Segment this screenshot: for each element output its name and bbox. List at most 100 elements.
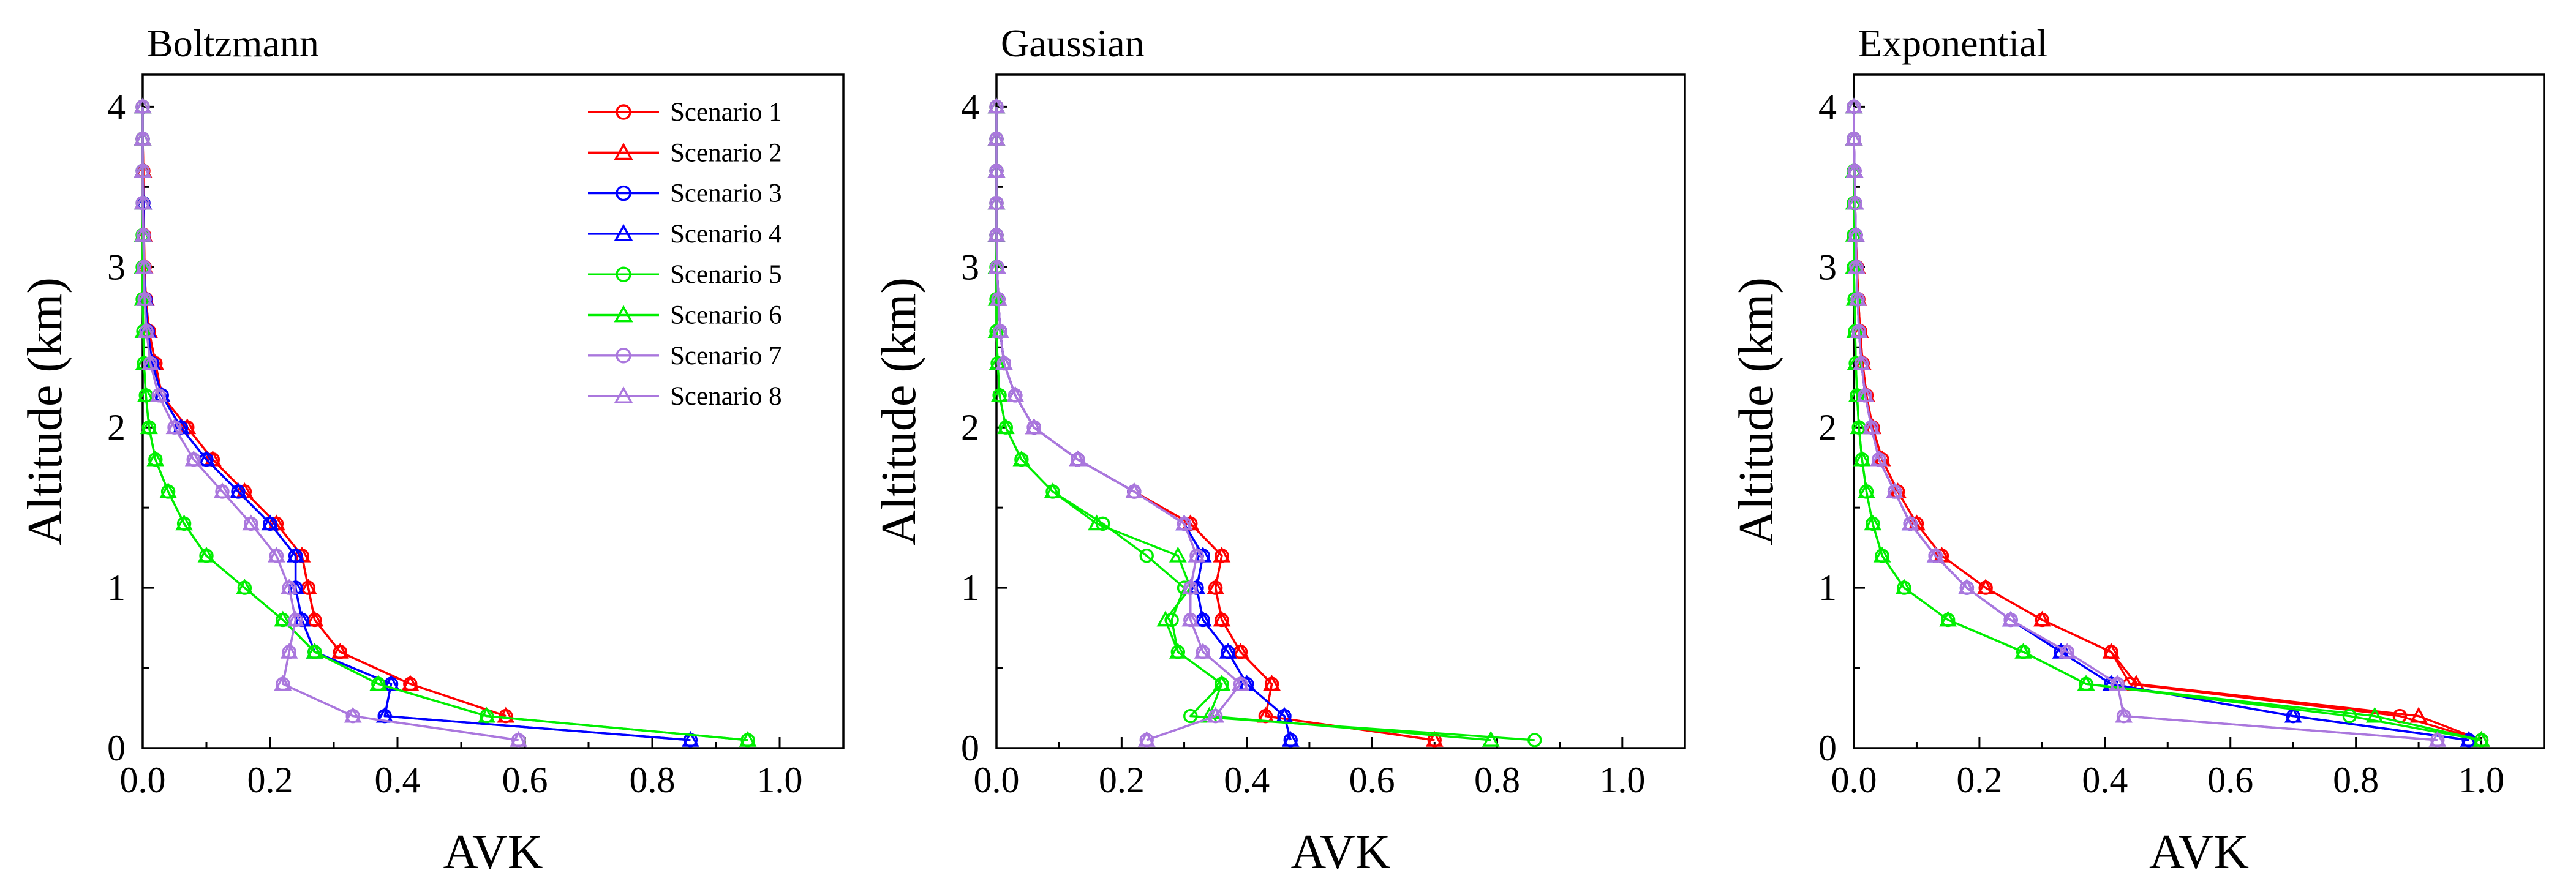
data-point xyxy=(1207,706,1225,723)
data-point xyxy=(2077,675,2095,691)
data-point xyxy=(987,193,1006,210)
data-point xyxy=(987,97,1006,114)
data-point xyxy=(1213,610,1231,627)
chart-panel-1: 0.0 0.2 0.4 0.6 0.8 1.0 0 1 2 3 4 Boltzmann AVK Altit… xyxy=(18,21,845,879)
x-tick-label: 0.6 xyxy=(2207,760,2253,800)
data-point xyxy=(1181,579,1200,594)
plot-frame xyxy=(995,73,1686,749)
y-tick-label: 3 xyxy=(1818,247,1837,287)
data-point xyxy=(2115,706,2133,723)
x-tick-label: 1.0 xyxy=(2458,760,2504,800)
y-tick-label: 0 xyxy=(107,728,126,768)
x-axis-label: AVK xyxy=(2149,825,2249,879)
data-point xyxy=(175,514,193,531)
x-tick-label: 1.0 xyxy=(757,760,803,800)
series-8 xyxy=(134,97,527,747)
y-tick-label: 2 xyxy=(961,407,979,448)
y-tick-label: 4 xyxy=(1818,86,1837,127)
series-8 xyxy=(1845,97,2447,747)
x-tick-label: 0.8 xyxy=(630,760,676,800)
data-point xyxy=(331,642,349,659)
x-tick-label: 0.0 xyxy=(120,760,166,800)
data-point xyxy=(213,482,232,498)
data-point xyxy=(369,675,388,691)
data-point xyxy=(134,225,153,242)
data-point xyxy=(1425,730,1444,747)
data-point xyxy=(497,706,515,723)
data-point xyxy=(1873,546,1891,563)
x-tick-label: 0.6 xyxy=(1349,760,1395,800)
data-point xyxy=(1137,730,1156,747)
data-point xyxy=(2284,706,2302,723)
data-point xyxy=(1895,579,1913,594)
y-tick-label: 3 xyxy=(107,247,126,287)
data-point xyxy=(1482,730,1500,747)
y-tick-label: 0 xyxy=(961,728,979,768)
data-point xyxy=(1901,514,1919,531)
x-tick-label: 0.4 xyxy=(1224,760,1270,800)
data-point xyxy=(1862,418,1881,435)
x-tick-label: 0.8 xyxy=(2333,760,2379,800)
data-point xyxy=(739,730,757,747)
chart-title: Exponential xyxy=(1858,21,2047,65)
chart-panel-2: 0.0 0.2 0.4 0.6 0.8 1.0 0 1 2 3 4 Gaussian AVK Altitu… xyxy=(872,21,1686,879)
data-point xyxy=(1853,450,1871,467)
data-point xyxy=(2002,610,2020,627)
y-tick-label: 2 xyxy=(1818,407,1837,448)
y-tick-label: 1 xyxy=(1818,568,1837,608)
y-axis-label: Altitude (km) xyxy=(872,277,926,545)
data-point xyxy=(261,514,279,531)
y-axis-label: Altitude (km) xyxy=(1730,277,1783,545)
data-point xyxy=(1847,258,1866,274)
data-point xyxy=(1263,675,1281,691)
legend-label: Scenario 6 xyxy=(670,301,782,330)
data-point xyxy=(1958,579,1976,594)
data-point xyxy=(2108,675,2126,691)
x-tick-label: 1.0 xyxy=(1599,760,1645,800)
data-point xyxy=(1527,733,1542,748)
x-tick-label: 0.0 xyxy=(974,760,1020,800)
data-point xyxy=(1006,386,1025,402)
x-tick-label: 0.0 xyxy=(1831,760,1877,800)
chart-title: Gaussian xyxy=(1001,21,1145,65)
data-point xyxy=(134,97,152,114)
data-point xyxy=(1213,546,1231,563)
data-point xyxy=(1169,546,1187,563)
data-point xyxy=(1175,514,1193,531)
legend-label: Scenario 5 xyxy=(670,260,782,289)
data-point xyxy=(134,162,152,178)
x-tick-label: 0.2 xyxy=(247,760,293,800)
data-point xyxy=(141,354,159,370)
data-point xyxy=(987,225,1006,242)
x-tick-label: 0.2 xyxy=(1956,760,2002,800)
data-point xyxy=(510,730,527,747)
data-point xyxy=(2409,706,2428,723)
plot-frame xyxy=(1853,73,2545,749)
data-point xyxy=(1848,290,1867,306)
legend-label: Scenario 1 xyxy=(670,98,782,127)
data-point xyxy=(287,610,304,627)
data-point xyxy=(1856,386,1874,402)
data-point xyxy=(991,322,1009,338)
data-point xyxy=(1886,482,1904,498)
data-point xyxy=(1213,675,1231,691)
data-point xyxy=(1194,610,1212,627)
data-point xyxy=(1870,450,1888,467)
data-point xyxy=(135,290,154,306)
legend: Scenario 1 Scenario 2 Scenario 3 Scenario 4… xyxy=(588,98,782,411)
data-point xyxy=(1156,610,1175,627)
data-point xyxy=(236,579,254,594)
y-tick-label: 4 xyxy=(107,86,126,127)
x-axis-label: AVK xyxy=(1290,825,1390,879)
data-point xyxy=(135,258,153,274)
legend-marker xyxy=(616,104,631,120)
data-point xyxy=(1044,482,1062,498)
data-point xyxy=(242,514,260,531)
y-tick-label: 1 xyxy=(961,568,979,608)
legend-label: Scenario 4 xyxy=(670,220,782,249)
y-tick-label: 3 xyxy=(961,247,979,287)
data-point xyxy=(990,386,1009,402)
data-point xyxy=(1845,97,1863,114)
